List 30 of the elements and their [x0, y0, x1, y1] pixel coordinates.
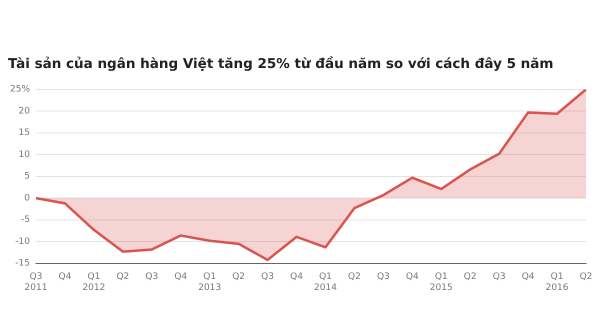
x-tick-label: Q1 2013 — [198, 272, 222, 293]
x-tick-label: Q2 — [348, 272, 361, 282]
x-tick-label: Q2 — [232, 272, 246, 282]
x-tick-label: Q2 — [464, 272, 477, 282]
chart-title: Tài sản của ngân hàng Việt tăng 25% từ đầu năm so với cách đây 5 năm — [8, 56, 554, 72]
x-tick-label: Q4 — [522, 272, 535, 282]
x-tick-label: Q2 — [580, 272, 592, 282]
y-tick-label: -10 — [15, 236, 30, 247]
x-tick-label: Q3 — [376, 272, 390, 282]
x-tick-label: Q4 — [406, 272, 419, 282]
x-tick-label: Q4 — [174, 272, 188, 282]
x-tick-label: Q3 2011 — [24, 272, 48, 293]
x-tick-label: Q1 2014 — [314, 272, 338, 293]
x-tick-label: Q3 — [145, 272, 158, 282]
x-tick-label: Q1 2012 — [82, 272, 106, 293]
x-tick-label: Q4 — [58, 272, 72, 282]
y-tick-label: 0 — [24, 193, 30, 204]
x-tick-label: Q1 2016 — [546, 272, 569, 293]
y-tick-label: 15 — [18, 128, 30, 138]
x-tick-label: Q1 2015 — [430, 272, 453, 293]
y-tick-label: -15 — [15, 258, 30, 269]
x-tick-label: Q2 — [116, 272, 130, 282]
x-tick-label: Q3 — [492, 272, 506, 282]
x-tick-label: Q4 — [290, 272, 304, 282]
y-tick-label: 20 — [18, 106, 30, 116]
y-tick-label: 25% — [10, 84, 30, 95]
x-tick-label: Q3 — [261, 272, 274, 282]
y-tick-label: -5 — [21, 215, 30, 226]
y-tick-label: 10 — [18, 150, 30, 160]
y-tick-label: 5 — [24, 172, 30, 182]
